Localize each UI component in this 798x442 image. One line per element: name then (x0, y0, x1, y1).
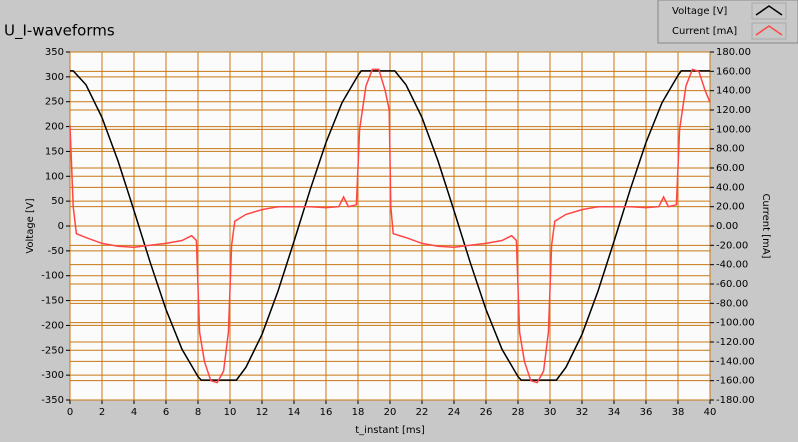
y-tick-label: -200 (41, 320, 64, 331)
legend-swatch-box (751, 22, 787, 40)
y-tick-label: 250 (45, 97, 64, 108)
y2-tick-label: -40.00 (716, 260, 748, 271)
x-tick-label: 22 (416, 407, 429, 418)
y2-tick-label: 60.00 (716, 163, 745, 174)
x-tick-label: 30 (544, 407, 557, 418)
x-tick-label: 34 (608, 407, 621, 418)
y-tick-label: -300 (41, 370, 64, 381)
x-tick-label: 28 (512, 407, 525, 418)
y-tick-label: -350 (41, 395, 64, 406)
data-line (69, 68, 711, 384)
legend-label: Voltage [V] (672, 6, 727, 17)
x-tick-label: 24 (448, 407, 461, 418)
chart-title: U_I-waveforms (4, 22, 115, 41)
y2-axis-label: Current [mA] (760, 193, 771, 258)
legend-swatch-box (751, 2, 787, 20)
x-tick-label: 6 (163, 407, 169, 418)
y2-tick-label: -180.00 (716, 395, 755, 406)
y2-tick-label: 160.00 (716, 66, 751, 77)
x-tick-label: 38 (672, 407, 685, 418)
y2-tick-label: -20.00 (716, 240, 748, 251)
x-tick-label: 4 (131, 407, 137, 418)
y-tick-label: 300 (45, 72, 64, 83)
x-tick-label: 8 (195, 407, 201, 418)
legend-swatch (755, 25, 783, 36)
y2-tick-label: 100.00 (716, 124, 751, 135)
x-tick-label: 10 (224, 407, 237, 418)
y2-tick-label: -120.00 (716, 337, 755, 348)
legend-swatch (755, 5, 783, 16)
y2-tick-label: -140.00 (716, 356, 755, 367)
x-tick-label: 36 (640, 407, 653, 418)
y2-tick-label: 40.00 (716, 182, 745, 193)
y-tick-label: -100 (41, 271, 64, 282)
y-axis-label: Voltage [V] (25, 198, 36, 253)
x-tick-label: 16 (320, 407, 333, 418)
legend-label: Current [mA] (672, 26, 737, 37)
y-tick-label: 100 (45, 171, 64, 182)
y-tick-label: -50 (48, 246, 64, 257)
y2-tick-label: -80.00 (716, 298, 748, 309)
x-tick-label: 14 (288, 407, 301, 418)
y-tick-label: 200 (45, 122, 64, 133)
y-tick-label: 350 (45, 47, 64, 58)
y2-tick-label: -60.00 (716, 279, 748, 290)
y2-tick-label: -160.00 (716, 376, 755, 387)
x-tick-label: 2 (99, 407, 105, 418)
x-tick-label: 12 (256, 407, 269, 418)
y-tick-label: 150 (45, 146, 64, 157)
y2-tick-label: 120.00 (716, 105, 751, 116)
y-tick-label: 0 (58, 221, 64, 232)
y2-tick-label: -100.00 (716, 318, 755, 329)
x-axis-label: t_instant [ms] (355, 425, 425, 436)
y-tick-label: 50 (51, 196, 64, 207)
y-tick-label: -250 (41, 345, 64, 356)
y2-tick-label: 20.00 (716, 202, 745, 213)
y-tick-label: -150 (41, 296, 64, 307)
x-tick-label: 20 (384, 407, 397, 418)
y2-tick-label: 140.00 (716, 86, 751, 97)
x-tick-label: 32 (576, 407, 589, 418)
y2-tick-label: 180.00 (716, 47, 751, 58)
x-tick-label: 18 (352, 407, 365, 418)
x-tick-label: 0 (67, 407, 73, 418)
data-line (70, 70, 710, 381)
y2-tick-label: 0.00 (716, 221, 738, 232)
y2-tick-label: 80.00 (716, 144, 745, 155)
x-tick-label: 26 (480, 407, 493, 418)
x-tick-label: 40 (704, 407, 717, 418)
